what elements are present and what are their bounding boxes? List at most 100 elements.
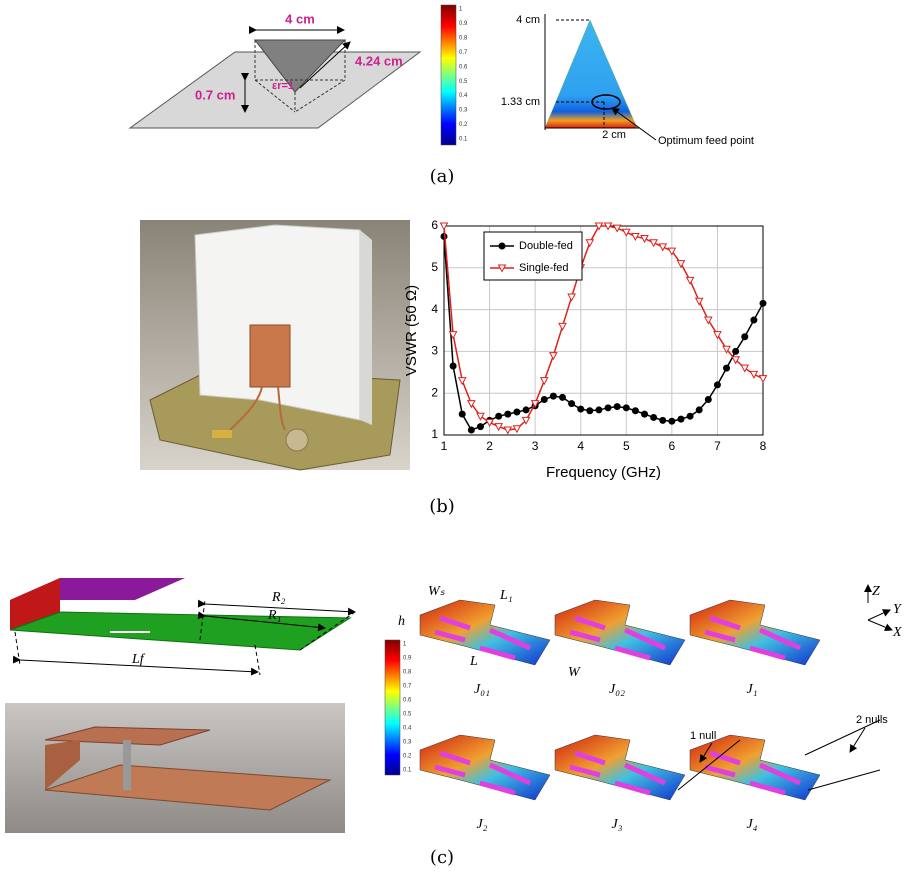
point	[513, 409, 520, 416]
colorbar-tick-label: 0.9	[403, 656, 412, 662]
point	[723, 365, 730, 372]
mode-plot: J₄	[690, 735, 820, 832]
colorbar-tick-label: 0.3	[403, 740, 412, 746]
current-modes: J₀₁ J₀₂ J₁ J₂ J₃ J₄	[420, 600, 820, 832]
coin	[286, 429, 308, 451]
colorbar-tick-label: 0.6	[403, 698, 412, 704]
annotation: Optimum feed point	[658, 135, 754, 147]
point	[741, 333, 748, 340]
y-tick-label: 3	[431, 344, 438, 358]
caption: (a)	[430, 166, 455, 187]
point	[595, 406, 602, 413]
colorbar-tick-label: 0.4	[459, 93, 468, 99]
point	[450, 363, 457, 370]
mode-label: J₂	[476, 817, 487, 832]
dim-label: R₁	[267, 608, 281, 623]
point	[499, 243, 506, 250]
probe	[123, 740, 131, 790]
point	[705, 396, 712, 403]
colorbar-tick-label: 0.1	[459, 137, 468, 143]
x-tick-label: 5	[623, 439, 630, 453]
axis-label: Y	[893, 602, 903, 617]
model-label: Wₛ	[428, 584, 446, 599]
dim-label: 0.7 cm	[195, 87, 235, 102]
colorbar-ticks: 10.90.80.70.60.50.40.30.20.1	[459, 7, 468, 143]
dim-label: R₂	[271, 590, 286, 605]
colorbar-tick-label: 0.8	[459, 35, 468, 41]
point	[523, 406, 530, 413]
point	[568, 400, 575, 407]
model-label: h	[398, 614, 405, 629]
mode-plot: J₃	[555, 735, 685, 832]
model-label: L	[469, 654, 478, 669]
y-axis-label: VSWR (50 Ω)	[403, 285, 420, 376]
colorbar-tick-label: 0.7	[403, 684, 412, 690]
y-tick-label: 2	[431, 385, 438, 399]
point	[750, 317, 757, 324]
point	[687, 413, 694, 420]
x-tick-label: 1	[441, 439, 448, 453]
connector	[212, 430, 232, 438]
axis-arrow	[868, 620, 892, 630]
colorbar-ticks: 10.90.80.70.60.50.40.30.20.1	[403, 642, 412, 774]
dim-label: 4.24 cm	[355, 53, 403, 68]
point	[760, 300, 767, 307]
copper-patch	[250, 325, 290, 387]
x-tick-label: 7	[714, 439, 721, 453]
point	[614, 403, 621, 410]
colorbar-tick-label: 0.9	[459, 21, 468, 27]
colorbar	[441, 5, 456, 145]
mode-plot: J₀₂	[555, 600, 685, 697]
colorbar	[385, 640, 400, 775]
current-triangle	[545, 20, 637, 128]
x-tick-label: 4	[577, 439, 584, 453]
point	[477, 423, 484, 430]
mode-label: J₀₂	[609, 682, 625, 697]
null-line	[808, 770, 880, 790]
colorbar-tick-label: 1	[459, 7, 463, 13]
x-tick-label: 3	[532, 439, 539, 453]
mode-label: J₁	[746, 682, 757, 697]
colorbar-tick-label: 0.5	[403, 712, 412, 718]
dim-label: 4 cm	[285, 11, 315, 26]
tri-label: 1.33 cm	[501, 96, 540, 108]
point	[623, 404, 630, 411]
y-tick-label: 6	[431, 218, 438, 232]
point	[495, 413, 502, 420]
point	[504, 411, 511, 418]
point	[641, 411, 648, 418]
point	[696, 406, 703, 413]
point	[586, 407, 593, 414]
colorbar-tick-label: 0.4	[403, 726, 412, 732]
permittivity-label: εr=1	[272, 80, 294, 92]
point	[559, 394, 566, 401]
x-tick-label: 8	[760, 439, 767, 453]
mode-label: J₀₁	[474, 682, 490, 697]
y-tick-label: 5	[431, 260, 438, 274]
dim-label: Lf	[131, 652, 146, 667]
point	[459, 411, 466, 418]
tri-label: 4 cm	[516, 14, 540, 26]
point	[541, 396, 548, 403]
axis-label: X	[892, 625, 902, 640]
foam-side	[360, 230, 372, 425]
x-tick-label: 6	[669, 439, 676, 453]
model-label: W	[568, 665, 581, 680]
colorbar-tick-label: 1	[403, 642, 407, 648]
legend-label: Single-fed	[519, 262, 569, 274]
point	[668, 418, 675, 425]
point	[577, 406, 584, 413]
point	[468, 426, 475, 433]
caption: (c)	[430, 847, 454, 868]
mode-label: J₃	[611, 817, 622, 832]
mode-plot: J₂	[420, 735, 550, 832]
mode-plot: J₁	[690, 600, 820, 697]
colorbar-tick-label: 0.5	[459, 79, 468, 85]
ground-strip	[10, 612, 350, 650]
colorbar-tick-label: 0.2	[403, 754, 412, 760]
model-label: L₁	[499, 588, 513, 603]
legend-label: Double-fed	[519, 240, 573, 252]
colorbar-tick-label: 0.1	[403, 768, 412, 774]
axis-label: Z	[872, 584, 880, 599]
